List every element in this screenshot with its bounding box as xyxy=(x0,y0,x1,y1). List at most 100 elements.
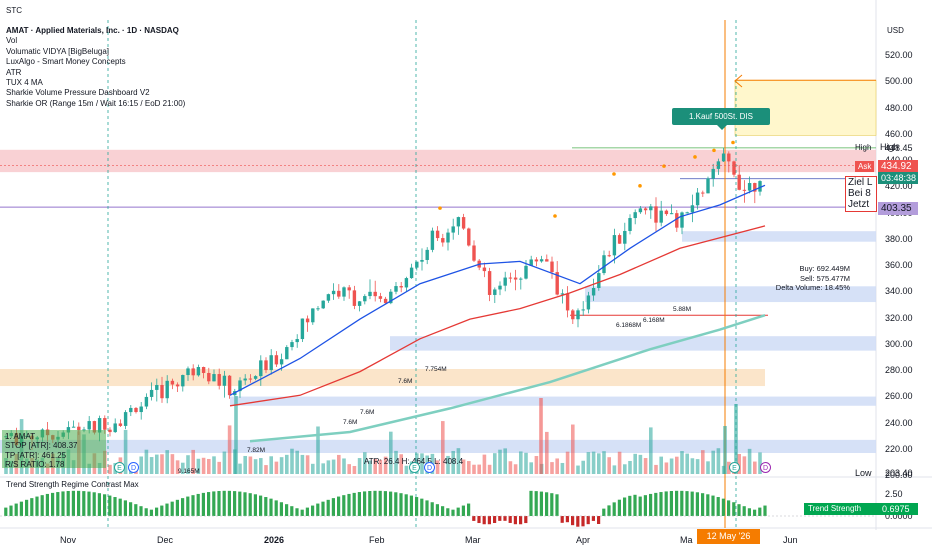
candle-body xyxy=(186,368,190,376)
volume-bar xyxy=(207,458,211,474)
volume-bar xyxy=(628,460,632,474)
candle-body xyxy=(404,278,409,288)
candle-body xyxy=(118,423,123,426)
candle-body xyxy=(160,384,164,399)
trend-strength-bar xyxy=(134,504,138,516)
demand-zone xyxy=(682,231,876,242)
trend-strength-bar xyxy=(77,490,81,516)
candle-body xyxy=(669,213,674,215)
volume-bar xyxy=(649,427,653,474)
time-label-2026: 2026 xyxy=(264,535,285,545)
trend-strength-bar xyxy=(4,507,8,516)
volume-bar xyxy=(248,456,253,474)
candle-body xyxy=(103,418,107,430)
candle-body xyxy=(139,406,143,413)
time-label-may: Ma xyxy=(680,535,693,545)
volume-bar xyxy=(305,455,310,474)
candle-body xyxy=(441,238,445,243)
volume-bar xyxy=(165,450,169,474)
volume-bar xyxy=(654,464,658,474)
volume-label: 5.88M xyxy=(673,306,692,313)
earnings-event-icon[interactable]: E xyxy=(114,462,125,473)
volume-bar xyxy=(545,431,549,474)
trend-strength-bar xyxy=(56,492,60,516)
candle-body xyxy=(170,380,175,385)
trend-strength-bar xyxy=(612,502,616,516)
volume-bar xyxy=(253,459,258,474)
earnings-event-icon[interactable]: E xyxy=(409,462,420,473)
trend-strength-bar xyxy=(539,491,543,516)
earnings-event-icon[interactable]: E xyxy=(729,462,740,473)
volume-bar xyxy=(727,461,731,474)
trend-strength-bar xyxy=(581,516,585,527)
stats-line: 1. AMAT xyxy=(5,432,36,441)
ma-red-line xyxy=(229,225,766,407)
candle-body xyxy=(212,374,216,382)
trend-strength-bar xyxy=(14,503,18,516)
volume-bar xyxy=(529,462,533,474)
dividend-event-icon[interactable]: D xyxy=(128,462,139,473)
volume-bar xyxy=(144,449,149,474)
note-box[interactable]: Ziel L Bei 8 Jetzt xyxy=(845,176,877,212)
candle-body xyxy=(643,208,648,211)
high-caption: High xyxy=(855,143,872,152)
legend-indicator[interactable]: TUX 4 MA xyxy=(6,78,43,88)
trend-strength-bar xyxy=(383,491,387,516)
volume-bar xyxy=(285,454,289,474)
volume-bar xyxy=(435,460,440,474)
candle-body xyxy=(274,355,279,365)
trend-strength-bar xyxy=(108,495,112,516)
low-label: Low xyxy=(855,468,872,478)
time-label-feb: Feb xyxy=(369,535,385,545)
candle-body xyxy=(238,380,242,392)
ask-value: 434.92 xyxy=(878,160,918,173)
legend-indicator[interactable]: ATR xyxy=(6,67,22,77)
marker-dot xyxy=(662,164,666,168)
legend-indicator[interactable]: Vol xyxy=(6,36,18,46)
buy-callout[interactable]: 1.Kauf 500St. DIS xyxy=(672,108,770,130)
candle-body xyxy=(425,249,429,260)
volume-spike xyxy=(539,398,543,474)
trend-strength-bar xyxy=(248,493,252,516)
volume-bar xyxy=(45,463,50,474)
candle-body xyxy=(129,407,133,413)
currency-label[interactable]: USD xyxy=(887,26,904,35)
delta-buy: Buy: 692.449M xyxy=(799,264,850,273)
volume-bar xyxy=(108,464,112,474)
indicator-tick-zero: 0.0000 xyxy=(885,511,913,521)
trend-strength-bar xyxy=(66,491,70,516)
trend-strength-bar xyxy=(149,509,153,516)
trend-strength-bar xyxy=(487,516,491,525)
candle-body xyxy=(253,376,258,379)
legend-indicator[interactable]: Volumatic VIDYA [BigBeluga] xyxy=(6,46,110,56)
volume-delta-panel: Buy: 692.449M Sell: 575.477M Delta Volum… xyxy=(770,264,850,293)
legend-indicator[interactable]: LuxAlgo - Smart Money Concepts xyxy=(6,57,126,67)
volume-bar xyxy=(716,448,721,474)
indicator-title[interactable]: Trend Strength Regime Contrast Max xyxy=(6,480,139,489)
trend-strength-bar xyxy=(45,493,49,516)
candle-body xyxy=(409,267,414,279)
candle-body xyxy=(435,230,440,239)
dividend-event-icon[interactable]: D xyxy=(760,462,771,473)
trend-strength-bar xyxy=(711,495,715,516)
volume-bar xyxy=(503,448,507,474)
indicator-legend: AMAT · Applied Materials, Inc. · 1D · NA… xyxy=(6,26,185,109)
symbol-label[interactable]: STC xyxy=(6,6,22,15)
trend-strength-bar xyxy=(633,494,637,516)
legend-indicator[interactable]: Sharkie OR (Range 15m / Wait 16:15 / EoD… xyxy=(6,98,186,108)
candle-body xyxy=(222,375,227,386)
dividend-event-icon[interactable]: D xyxy=(424,462,435,473)
trend-strength-bar xyxy=(649,493,653,516)
volume-bar xyxy=(347,464,351,474)
volume-bar xyxy=(701,450,705,474)
trend-strength-bar xyxy=(155,507,159,516)
candle-body xyxy=(378,296,383,299)
trend-strength-bar xyxy=(508,516,512,523)
legend-main-title[interactable]: AMAT · Applied Materials, Inc. · 1D · NA… xyxy=(6,26,179,35)
price-axis-tick: 380.00 xyxy=(885,233,913,244)
candle-body xyxy=(649,206,653,211)
trend-strength-bar xyxy=(758,507,762,516)
trend-strength-bar xyxy=(175,499,179,516)
legend-indicator[interactable]: Sharkie Volume Pressure Dashboard V2 xyxy=(6,88,150,98)
